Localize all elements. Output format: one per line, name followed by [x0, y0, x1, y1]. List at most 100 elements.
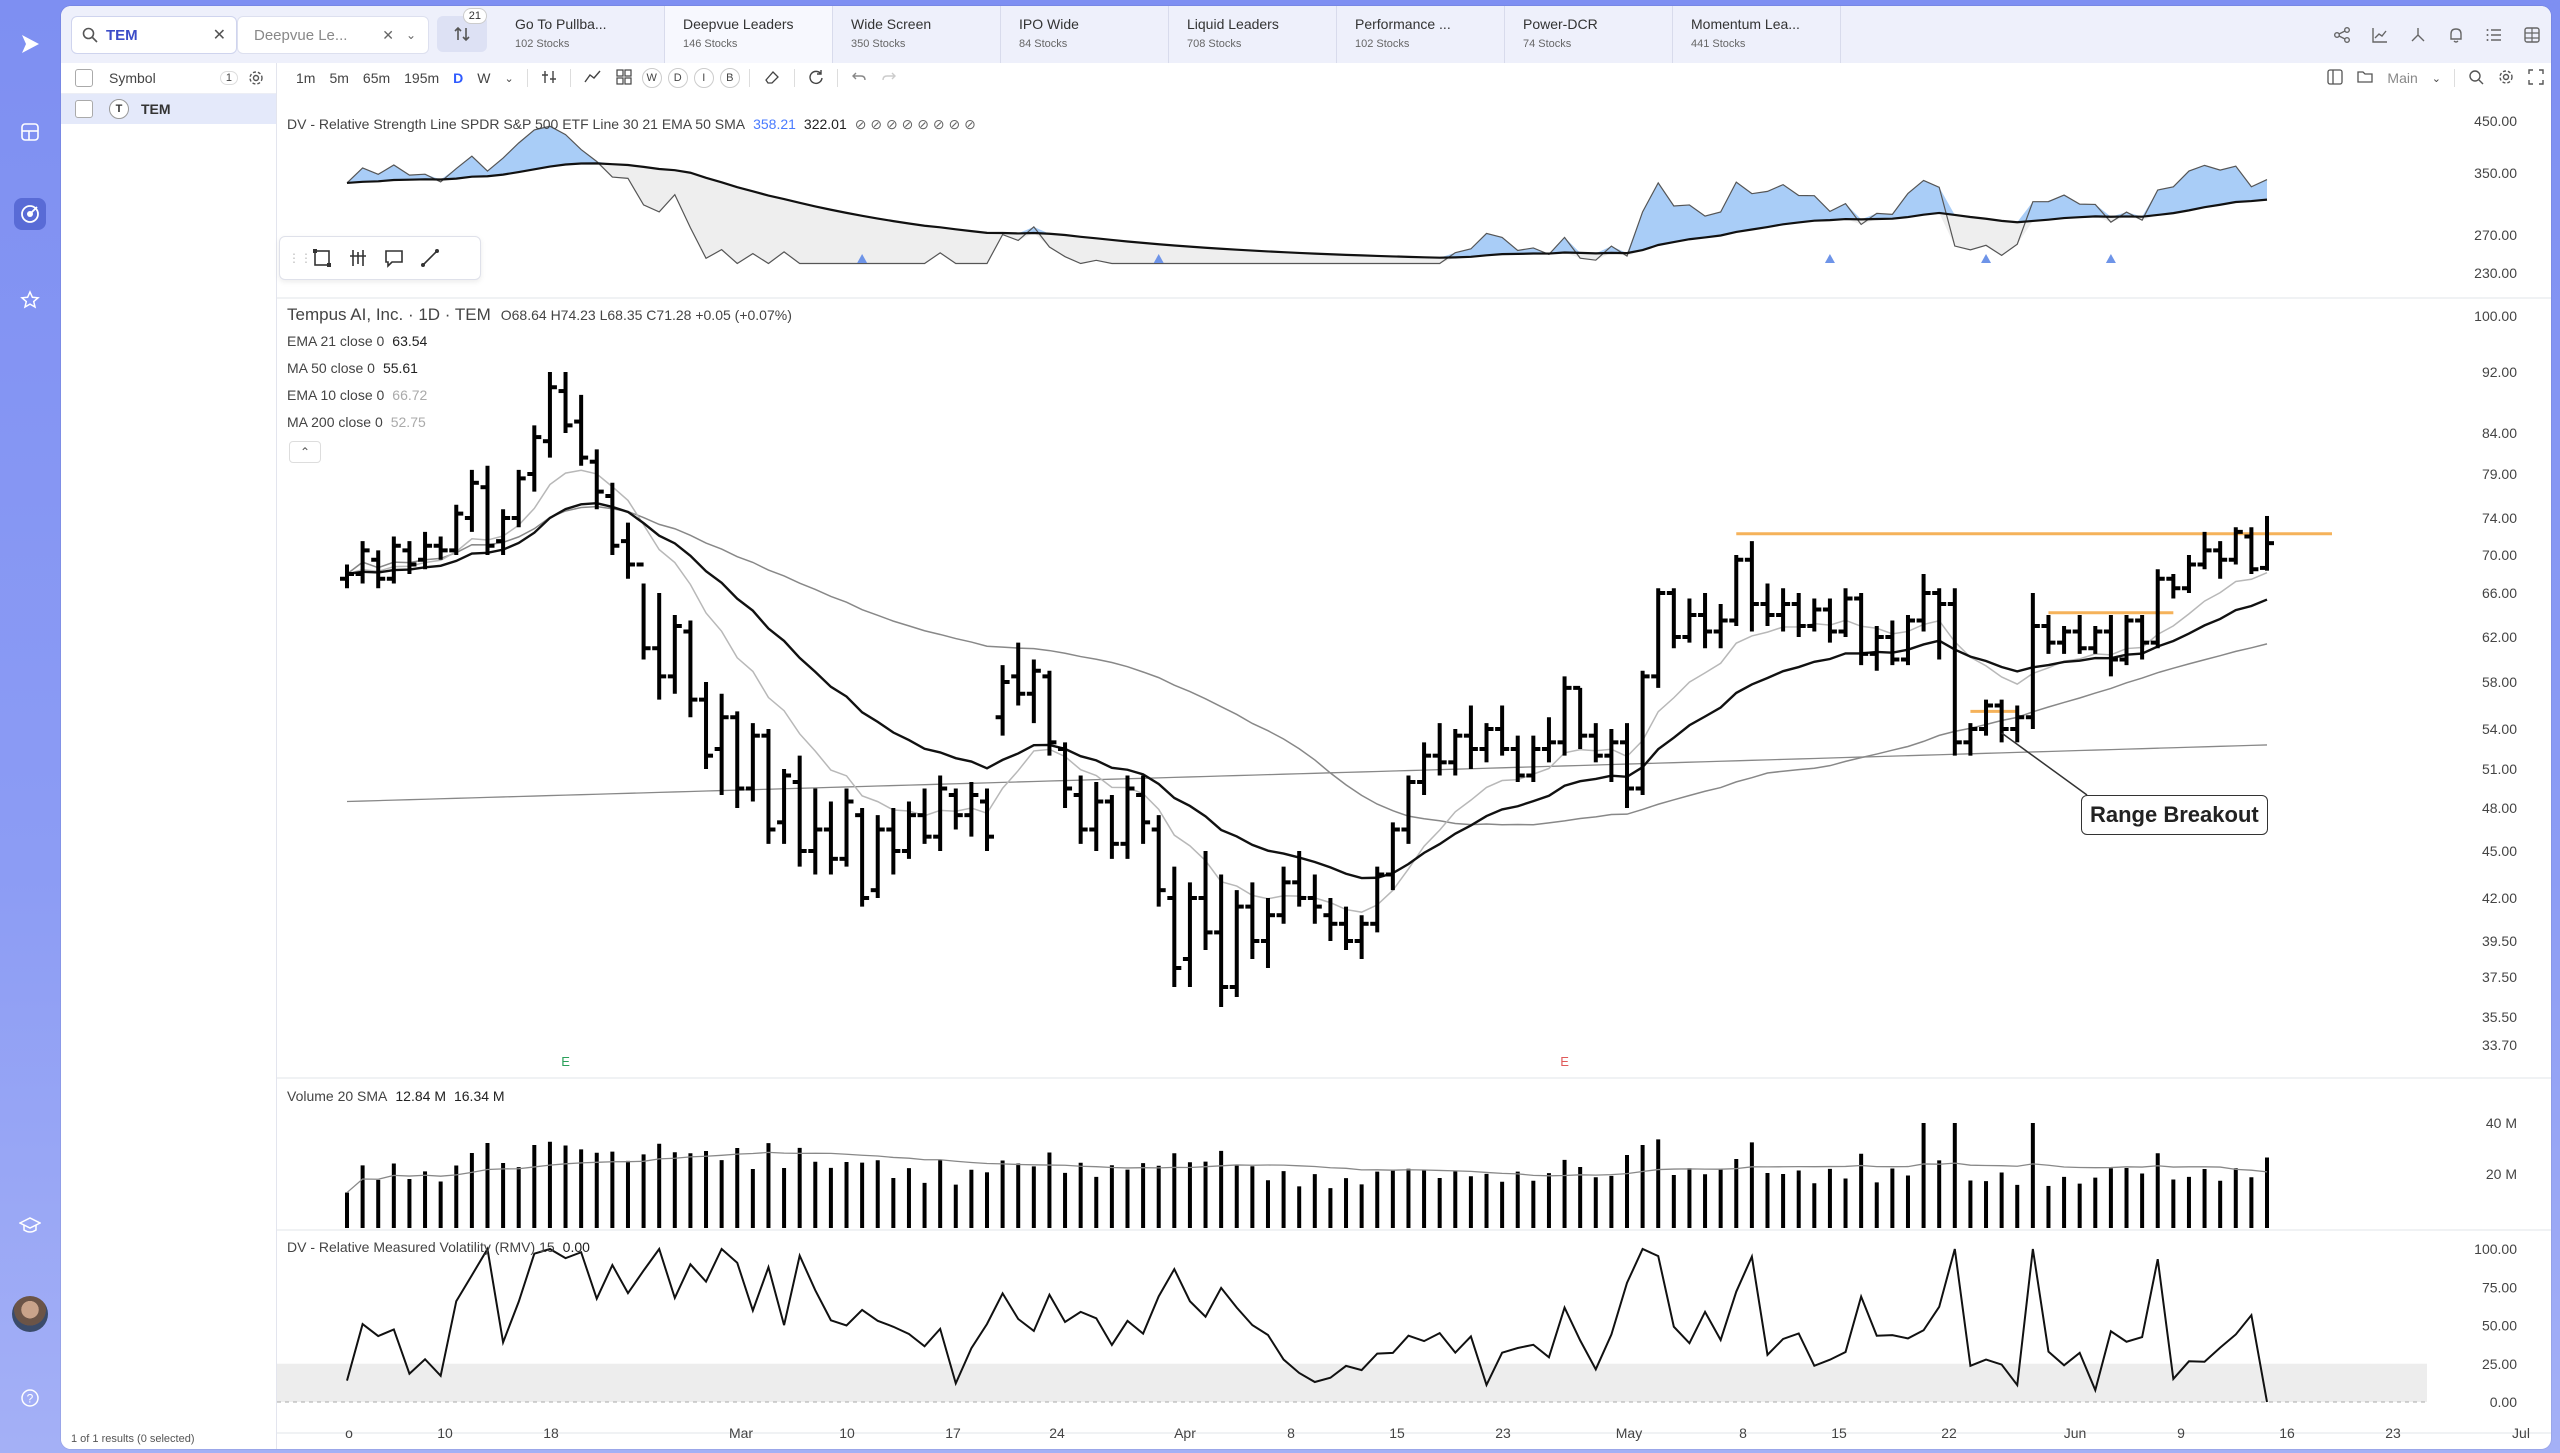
freq-B[interactable]: B: [719, 68, 740, 88]
freq-D[interactable]: D: [667, 68, 688, 88]
graduation-icon[interactable]: [14, 1210, 46, 1242]
x-axis-tick: 15: [1831, 1425, 1847, 1441]
indicator-icon[interactable]: [541, 69, 557, 88]
price-y-tick: 92.00: [2482, 364, 2517, 380]
chart-area[interactable]: 450.00 350.00 270.00 230.00 100.00 92.00 84.00…: [277, 93, 2551, 1449]
eraser-icon[interactable]: [763, 69, 781, 88]
chevron-down-icon[interactable]: ⌄: [504, 72, 514, 85]
watchlist-selector[interactable]: Deepvue Le... ✕ ⌄: [237, 16, 429, 54]
rs-line: [346, 125, 2268, 265]
star-icon[interactable]: [14, 284, 46, 316]
price-y-tick: 48.00: [2482, 800, 2517, 816]
chart-style-icon[interactable]: [584, 69, 602, 88]
watchlist-icon[interactable]: [14, 198, 46, 230]
timeframe-D[interactable]: D: [453, 70, 464, 86]
grid-icon[interactable]: [14, 116, 46, 148]
line-chart-icon[interactable]: [2361, 17, 2399, 53]
timeframe-1m[interactable]: 1m: [296, 70, 316, 86]
tab-1[interactable]: Deepvue Leaders 146 Stocks: [665, 6, 833, 63]
x-axis-tick: 23: [1495, 1425, 1511, 1441]
price-y-tick: 62.00: [2482, 629, 2517, 645]
list-item[interactable]: T TEM: [61, 94, 276, 124]
help-icon[interactable]: ?: [14, 1382, 46, 1414]
tab-name: IPO Wide: [1019, 16, 1079, 32]
share-icon[interactable]: [2323, 17, 2361, 53]
tab-4[interactable]: Liquid Leaders 708 Stocks: [1169, 6, 1337, 63]
top-bar: TEM ✕ Deepvue Le... ✕ ⌄ 21 Go To Pullba.…: [61, 6, 2551, 63]
search-input[interactable]: TEM: [106, 26, 138, 44]
tab-2[interactable]: Wide Screen 350 Stocks: [833, 6, 1001, 63]
symbol-ticker: TEM: [141, 101, 171, 117]
tab-count: 708 Stocks: [1187, 38, 1242, 50]
timeframe-W[interactable]: W: [477, 70, 491, 86]
clear-search-icon[interactable]: ✕: [212, 27, 226, 44]
undo-icon[interactable]: [851, 69, 867, 88]
tab-6[interactable]: Power-DCR 74 Stocks: [1505, 6, 1673, 63]
layout-grid-icon[interactable]: [2513, 17, 2551, 53]
volume-bars: [345, 1123, 2269, 1228]
app-window: TEM ✕ Deepvue Le... ✕ ⌄ 21 Go To Pullba.…: [61, 6, 2551, 1449]
freq-W[interactable]: W: [641, 68, 662, 88]
select-all-checkbox[interactable]: [75, 69, 93, 87]
play-logo-icon[interactable]: [14, 28, 46, 60]
tab-7[interactable]: Momentum Lea... 441 Stocks: [1673, 6, 1841, 63]
refresh-icon[interactable]: [808, 69, 824, 88]
fullscreen-icon[interactable]: [2528, 68, 2544, 88]
range-breakout-annotation[interactable]: Range Breakout: [2081, 795, 2268, 835]
tab-name: Power-DCR: [1523, 16, 1598, 32]
rmv-y-tick: 25.00: [2482, 1356, 2517, 1372]
price-legend: Tempus AI, Inc. · 1D · TEM O68.64 H74.23 …: [287, 305, 792, 325]
timeframe-195m[interactable]: 195m: [404, 70, 440, 86]
layout-name[interactable]: Main: [2387, 70, 2418, 86]
rs-fill-below: [347, 163, 2267, 264]
avatar[interactable]: [12, 1296, 48, 1332]
rs-y-tick: 350.00: [2474, 165, 2517, 181]
timeframe-5m[interactable]: 5m: [329, 70, 349, 86]
freq-I[interactable]: I: [693, 68, 714, 88]
clear-watchlist-icon[interactable]: ✕: [382, 26, 394, 43]
trendline-tool-icon[interactable]: [412, 240, 448, 276]
x-axis-tick: 16: [2279, 1425, 2295, 1441]
timeframe-65m[interactable]: 65m: [362, 70, 391, 86]
templates-icon[interactable]: [616, 68, 632, 88]
chart-canvas[interactable]: 450.00350.00270.00230.00100.0092.0084.00…: [277, 93, 2551, 1449]
list-icon[interactable]: [2475, 17, 2513, 53]
rs-ema-value: 322.01: [803, 116, 847, 132]
folder-icon[interactable]: [2357, 69, 2374, 88]
ohlc-bars: [340, 372, 2274, 1007]
rs-line-legend: DV - Relative Strength Line SPDR S&P 500…: [287, 116, 976, 133]
alert-bell-icon[interactable]: [2437, 17, 2475, 53]
chart-search-icon[interactable]: [2468, 69, 2484, 88]
x-axis-tick: 8: [1739, 1425, 1747, 1441]
sort-button[interactable]: 21: [437, 8, 487, 52]
collapse-legend-button[interactable]: ⌃: [289, 441, 321, 463]
ema10-line: [346, 469, 2268, 913]
chart-settings-icon[interactable]: [2498, 69, 2514, 88]
price-y-tick: 70.00: [2482, 547, 2517, 563]
price-range-tool-icon[interactable]: [340, 240, 376, 276]
price-y-tick: 79.00: [2482, 466, 2517, 482]
redo-icon[interactable]: [881, 69, 897, 88]
compare-icon[interactable]: [2399, 17, 2437, 53]
symbol-search[interactable]: TEM ✕: [71, 16, 237, 54]
rs-y-tick: 270.00: [2474, 227, 2517, 243]
settings-gear-icon[interactable]: [248, 70, 264, 86]
drag-handle-icon[interactable]: ⋮⋮: [288, 251, 312, 265]
tab-5[interactable]: Performance ... 102 Stocks: [1337, 6, 1505, 63]
row-checkbox[interactable]: [75, 100, 93, 118]
chevron-down-icon[interactable]: ⌄: [2431, 72, 2441, 85]
ma200-legend: MA 200 close 0 52.75: [287, 414, 426, 430]
note-tool-icon[interactable]: [376, 240, 412, 276]
panel-layout-icon[interactable]: [2327, 68, 2344, 88]
symbol-column-header[interactable]: Symbol: [109, 70, 156, 86]
volume-sma-line: [346, 1151, 2268, 1194]
ema21-legend: EMA 21 close 0 63.54: [287, 333, 428, 349]
volume-y-tick: 20 M: [2486, 1166, 2517, 1182]
x-axis-tick: 9: [2177, 1425, 2185, 1441]
tab-3[interactable]: IPO Wide 84 Stocks: [1001, 6, 1169, 63]
chevron-down-icon[interactable]: ⌄: [405, 28, 416, 42]
tab-0[interactable]: Go To Pullba... 102 Stocks: [497, 6, 665, 63]
drawing-toolbar: ⋮⋮: [279, 236, 481, 280]
rectangle-tool-icon[interactable]: [304, 240, 340, 276]
price-y-tick: 51.00: [2482, 761, 2517, 777]
